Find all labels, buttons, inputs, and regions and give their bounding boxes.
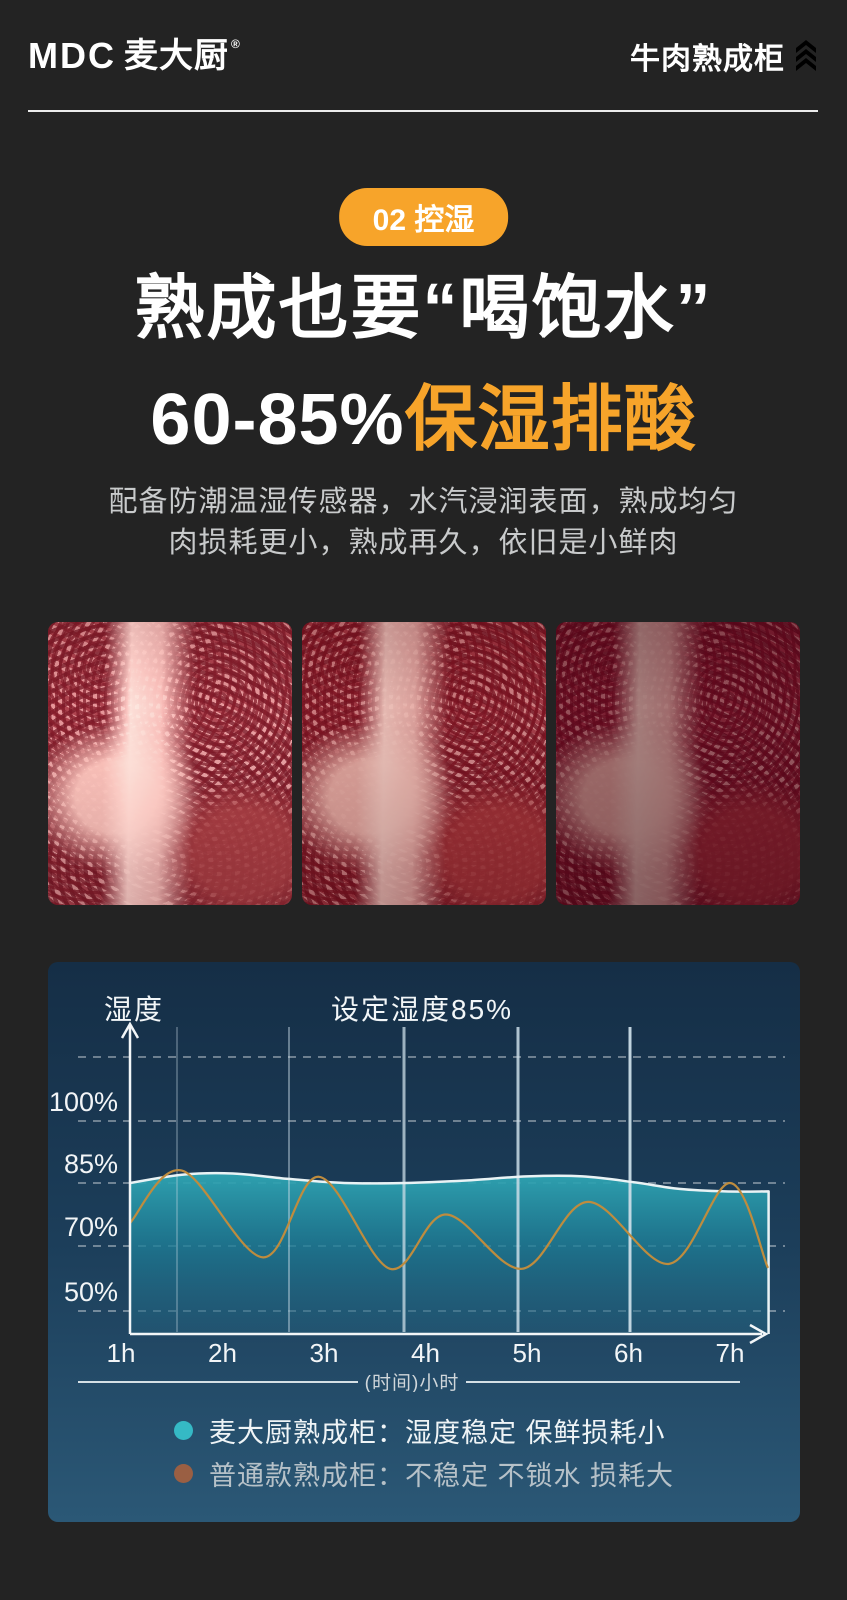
description-line-1: 配备防潮温湿传感器，水汽浸润表面，熟成均匀 — [108, 486, 739, 518]
humidity-range: 60-85% — [150, 380, 405, 460]
logo-chinese: 麦大厨 — [123, 37, 229, 75]
chart-tick-labels: 100% 85% 70% 50% 1h 2h 3h 4h 5h 6h 7h — [49, 1087, 745, 1368]
legend-label-normal: 普通款熟成柜：不稳定 不锁水 损耗大 — [209, 1460, 675, 1491]
legend-dot-mdc — [174, 1420, 193, 1440]
x-tick-label: 5h — [513, 1338, 542, 1368]
legend-item-mdc: 麦大厨熟成柜：湿度稳定 保鲜损耗小 — [48, 1410, 800, 1450]
registered-mark-icon: ® — [230, 37, 240, 51]
beef-gallery — [48, 622, 800, 905]
header-product: 牛肉熟成柜 — [630, 34, 819, 78]
y-tick-label: 50% — [64, 1277, 118, 1307]
chart-legend: 麦大厨熟成柜：湿度稳定 保鲜损耗小 普通款熟成柜：不稳定 不锁水 损耗大 — [48, 1410, 800, 1493]
chart-y-axis-title: 湿度 — [104, 994, 165, 1025]
x-tick-label: 2h — [208, 1338, 237, 1368]
triple-chevron-up-icon — [796, 40, 816, 71]
y-tick-label: 100% — [49, 1087, 118, 1117]
beef-image-bright — [48, 622, 292, 905]
x-tick-label: 3h — [310, 1338, 339, 1368]
beef-image-dark — [556, 622, 800, 905]
chart-axes — [120, 1021, 769, 1345]
y-tick-label: 70% — [64, 1212, 118, 1242]
humidity-range-suffix: 保湿排酸 — [404, 380, 697, 460]
main-title: 熟成也要“喝饱水” — [134, 269, 713, 347]
x-tick-label: 7h — [716, 1338, 745, 1368]
x-tick-label: 1h — [107, 1338, 136, 1368]
header-divider — [28, 110, 818, 112]
humidity-chart-svg: 100% 85% 70% 50% 1h 2h 3h 4h 5h 6h 7h (时间)小时 — [49, 1021, 785, 1392]
humidity-chart-panel: 湿度 设定湿度85% 100% 85% 70% 50% 1h 2h 3h 4h 5h 6h 7h (… — [48, 962, 800, 1522]
product-name: 牛肉熟成柜 — [630, 43, 785, 76]
description-line-2: 肉损耗更小，熟成再久，依旧是小鲜肉 — [168, 527, 679, 559]
time-axis-label: (时间)小时 — [365, 1372, 460, 1392]
legend-dot-normal — [174, 1463, 193, 1483]
header: MDC 麦大厨 ® 牛肉熟成柜 — [0, 0, 847, 112]
time-axis-caption: (时间)小时 — [78, 1372, 740, 1392]
x-tick-label: 6h — [614, 1338, 643, 1368]
section-badge: 02 控湿 — [338, 188, 509, 246]
chart-series-lines — [129, 1169, 770, 1335]
beef-image-medium — [302, 622, 546, 905]
legend-label-mdc: 麦大厨熟成柜：湿度稳定 保鲜损耗小 — [209, 1417, 666, 1448]
chart-series-area — [130, 1173, 769, 1334]
chart-title: 设定湿度85% — [331, 994, 514, 1025]
brand-logo: MDC 麦大厨 ® — [28, 36, 240, 76]
sub-title: 60-85%保湿排酸 — [0, 360, 847, 465]
description: 配备防潮温湿传感器，水汽浸润表面，熟成均匀 肉损耗更小，熟成再久，依旧是小鲜肉 — [0, 482, 847, 564]
legend-item-normal: 普通款熟成柜：不稳定 不锁水 损耗大 — [48, 1453, 800, 1493]
y-tick-label: 85% — [64, 1149, 118, 1179]
logo-latin: MDC — [28, 35, 116, 76]
x-tick-label: 4h — [411, 1338, 440, 1368]
